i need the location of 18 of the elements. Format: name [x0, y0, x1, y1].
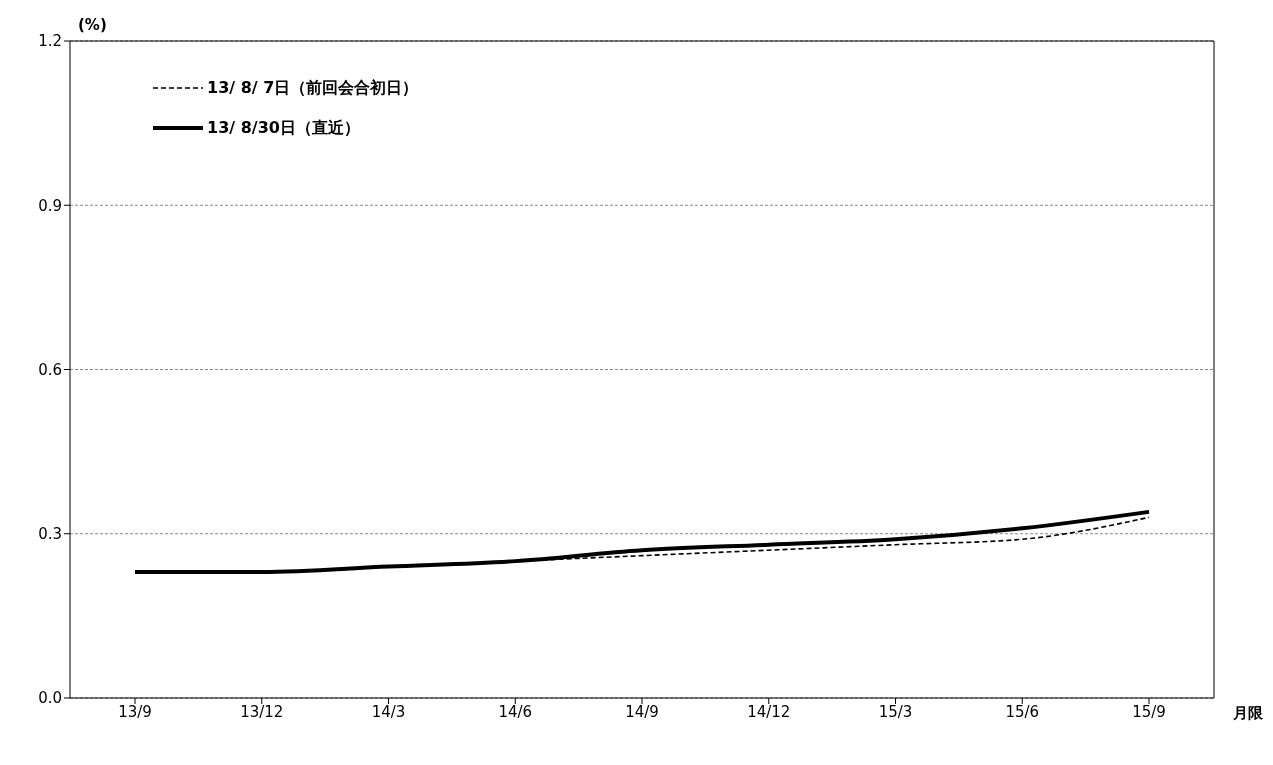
x-tick-label: 14/3 — [371, 702, 406, 721]
y-axis-title: (%) — [78, 16, 107, 34]
x-tick-label: 14/12 — [747, 702, 791, 721]
legend-label: 13/ 8/30日（直近） — [207, 117, 360, 139]
x-axis-title: 月限 — [1233, 704, 1263, 723]
legend-label: 13/ 8/ 7日（前回会合初日） — [207, 77, 419, 99]
y-tick-label: 0.9 — [38, 196, 62, 215]
x-tick-label: 13/9 — [118, 702, 152, 721]
x-tick-label: 15/3 — [878, 702, 913, 721]
y-tick-label: 0.0 — [38, 689, 62, 708]
x-tick-label: 15/6 — [1005, 702, 1040, 721]
x-tick-label: 14/9 — [625, 702, 659, 721]
y-tick-label: 1.2 — [38, 32, 62, 51]
x-tick-label: 15/9 — [1132, 702, 1166, 721]
x-tick-label: 13/12 — [240, 702, 284, 721]
y-tick-label: 0.6 — [38, 360, 62, 379]
x-tick-label: 14/6 — [498, 702, 533, 721]
y-tick-label: 0.3 — [38, 525, 62, 544]
